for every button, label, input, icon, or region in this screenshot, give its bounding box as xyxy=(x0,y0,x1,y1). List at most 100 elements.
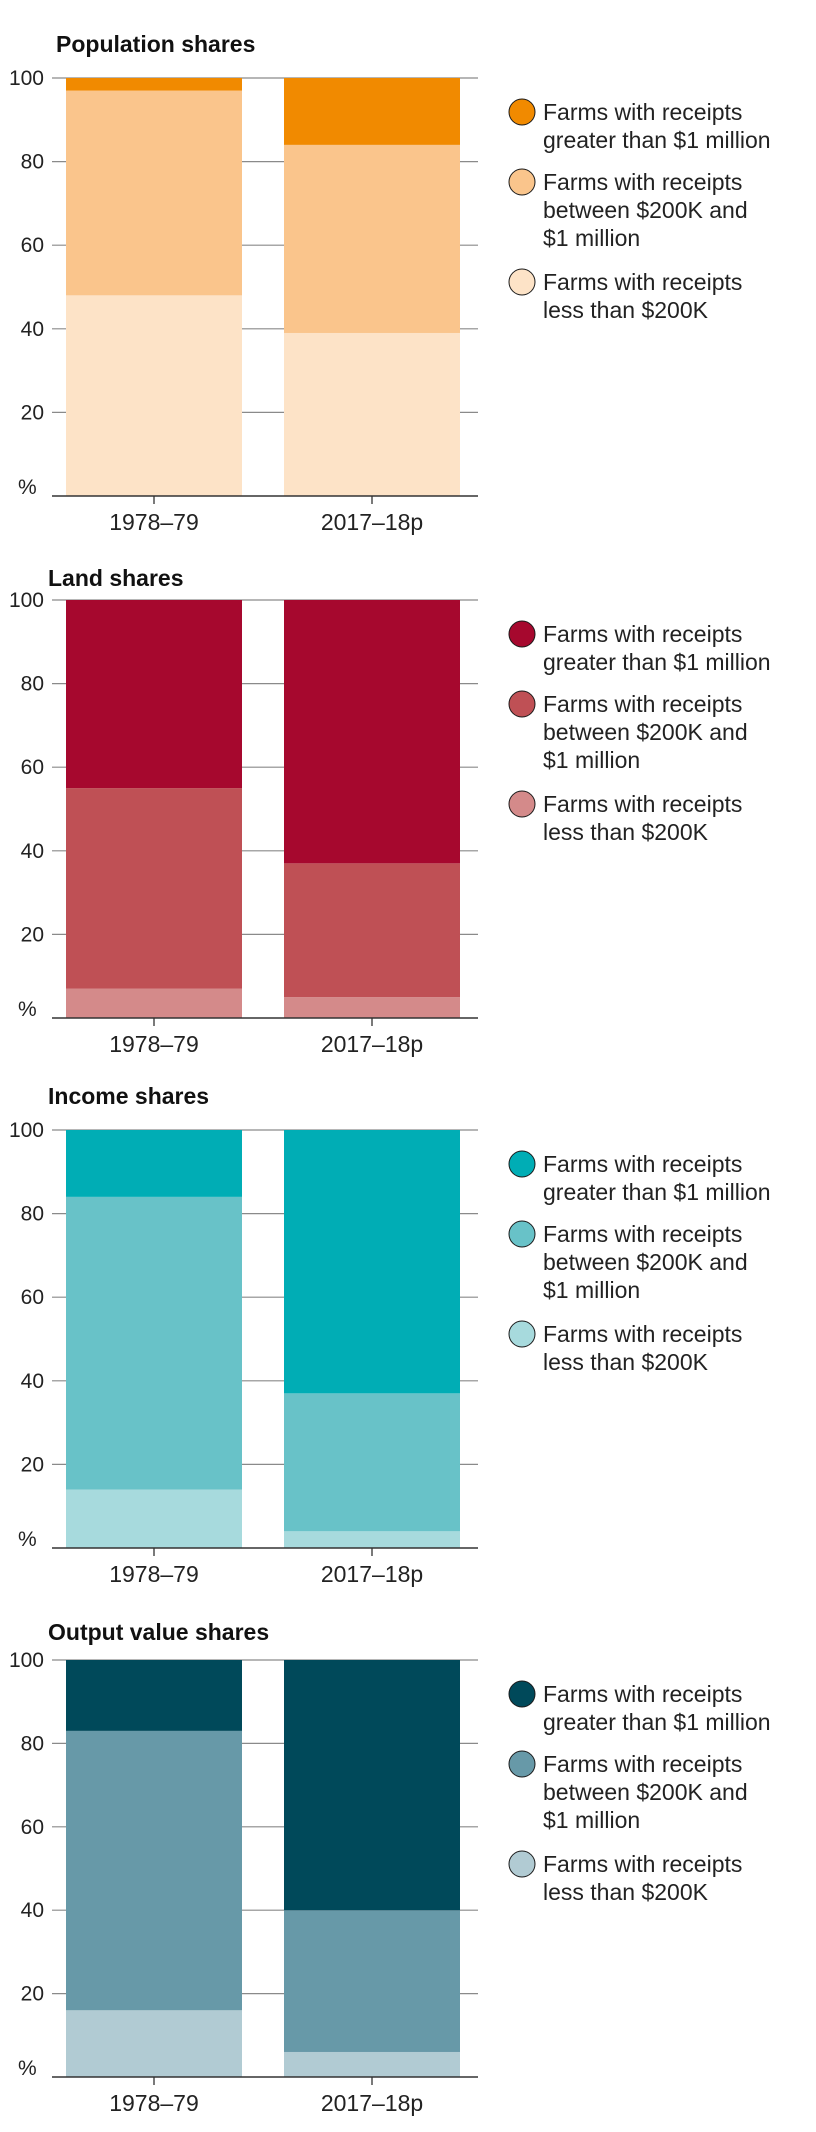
bar-segment[interactable] xyxy=(284,1910,460,2052)
legend-label-line: Farms with receipts xyxy=(543,691,742,717)
legend-swatch xyxy=(508,98,536,126)
legend-label: Farms with receipts less than $200K xyxy=(543,1321,742,1375)
bar-segment[interactable] xyxy=(66,1660,242,1731)
legend-label-line: less than $200K xyxy=(543,819,709,845)
y-tick-label: 40 xyxy=(21,1899,44,1922)
legend-label-line: between $200K and xyxy=(543,197,748,223)
bar-segment[interactable] xyxy=(284,1531,460,1548)
legend-label-line: Farms with receipts xyxy=(543,99,742,125)
bar-segment[interactable] xyxy=(66,1196,242,1490)
y-tick-label: % xyxy=(18,998,37,1021)
legend-label-line: Farms with receipts xyxy=(543,1221,742,1247)
bar-segment[interactable] xyxy=(284,332,460,496)
y-tick-label: % xyxy=(18,476,37,499)
bar-segment[interactable] xyxy=(66,1489,242,1548)
bar-segment[interactable] xyxy=(66,78,242,91)
category-label: 2017–18p xyxy=(321,2090,423,2116)
legend-swatch xyxy=(508,1150,536,1178)
bar-segment[interactable] xyxy=(66,2010,242,2077)
bar-segment[interactable] xyxy=(66,788,242,989)
legend-label-line: greater than $1 million xyxy=(543,1709,771,1735)
legend-label-line: greater than $1 million xyxy=(543,649,771,675)
chart-title: Population shares xyxy=(56,31,255,57)
bar-segment[interactable] xyxy=(66,1130,242,1197)
y-tick-label: % xyxy=(18,2057,37,2080)
legend-label-line: $1 million xyxy=(543,1277,640,1303)
bar-segment[interactable] xyxy=(284,1393,460,1532)
legend-label: Farms with receipts between $200K and $1 m… xyxy=(543,169,748,251)
legend-label: Farms with receipts greater than $1 milli… xyxy=(543,99,771,153)
y-tick-label: 20 xyxy=(21,1453,44,1476)
legend-label-line: Farms with receipts xyxy=(543,791,742,817)
y-tick-label: 100 xyxy=(9,1649,44,1672)
y-tick-label: 80 xyxy=(21,1732,44,1755)
legend-label: Farms with receipts greater than $1 milli… xyxy=(543,1151,771,1205)
y-tick-label: 20 xyxy=(21,1983,44,2006)
bar-segment[interactable] xyxy=(284,78,460,145)
legend-label-line: between $200K and xyxy=(543,1249,748,1275)
y-tick-label: 80 xyxy=(21,151,44,174)
legend-label-line: Farms with receipts xyxy=(543,1151,742,1177)
legend-label-line: Farms with receipts xyxy=(543,269,742,295)
legend-label-line: $1 million xyxy=(543,1807,640,1833)
bar-segment[interactable] xyxy=(284,863,460,998)
category-label: 1978–79 xyxy=(109,2090,199,2116)
chart-title: Land shares xyxy=(48,565,184,591)
y-tick-label: 100 xyxy=(9,1119,44,1142)
chart-panel-4: Output value shares% 20 40 60 80 100 1978–79 20… xyxy=(9,1619,771,2116)
legend-label: Farms with receipts between $200K and $1 m… xyxy=(543,1221,748,1303)
legend-label: Farms with receipts greater than $1 milli… xyxy=(543,1681,771,1735)
legend-swatch xyxy=(508,1320,536,1348)
y-tick-label: 40 xyxy=(21,1370,44,1393)
legend-label: Farms with receipts less than $200K xyxy=(543,269,742,323)
legend-label-line: Farms with receipts xyxy=(543,1851,742,1877)
category-label: 1978–79 xyxy=(109,509,199,535)
category-label: 1978–79 xyxy=(109,1031,199,1057)
bar-segment[interactable] xyxy=(284,1660,460,1911)
legend-label-line: $1 million xyxy=(543,747,640,773)
category-label: 2017–18p xyxy=(321,1561,423,1587)
legend-label-line: between $200K and xyxy=(543,719,748,745)
legend-swatch xyxy=(508,1850,536,1878)
legend-label-line: less than $200K xyxy=(543,297,709,323)
chart-panel-1: Population shares% 20 40 60 80 100 1978–79 2017… xyxy=(9,31,771,535)
legend-label: Farms with receipts less than $200K xyxy=(543,1851,742,1905)
y-tick-label: % xyxy=(18,1528,37,1551)
legend-swatch xyxy=(508,268,536,296)
bar-segment[interactable] xyxy=(284,144,460,333)
legend-label-line: greater than $1 million xyxy=(543,127,771,153)
y-tick-label: 100 xyxy=(9,589,44,612)
bar-segment[interactable] xyxy=(66,600,242,789)
y-tick-label: 40 xyxy=(21,840,44,863)
legend-label-line: Farms with receipts xyxy=(543,1321,742,1347)
chart-panel-2: Land shares% 20 40 60 80 100 1978–79 2017–18p Fa… xyxy=(9,565,771,1057)
legend-swatch xyxy=(508,1220,536,1248)
y-tick-label: 40 xyxy=(21,318,44,341)
y-tick-label: 80 xyxy=(21,673,44,696)
chart-title: Income shares xyxy=(48,1083,209,1109)
y-tick-label: 80 xyxy=(21,1203,44,1226)
bar-segment[interactable] xyxy=(66,90,242,296)
legend-label-line: Farms with receipts xyxy=(543,621,742,647)
legend-label-line: Farms with receipts xyxy=(543,169,742,195)
legend-label-line: Farms with receipts xyxy=(543,1681,742,1707)
bar-segment[interactable] xyxy=(66,295,242,496)
legend-label-line: Farms with receipts xyxy=(543,1751,742,1777)
bar-segment[interactable] xyxy=(284,2051,460,2077)
y-tick-label: 60 xyxy=(21,1816,44,1839)
legend-label: Farms with receipts between $200K and $1 m… xyxy=(543,691,748,773)
bar-segment[interactable] xyxy=(284,997,460,1018)
bar-segment[interactable] xyxy=(66,988,242,1018)
chart-panel-3: Income shares% 20 40 60 80 100 1978–79 2017–18p… xyxy=(9,1083,771,1587)
bar-segment[interactable] xyxy=(284,600,460,864)
y-tick-label: 60 xyxy=(21,1286,44,1309)
bar-segment[interactable] xyxy=(284,1130,460,1394)
y-tick-label: 20 xyxy=(21,923,44,946)
legend-swatch xyxy=(508,690,536,718)
legend-label-line: between $200K and xyxy=(543,1779,748,1805)
bar-segment[interactable] xyxy=(66,1730,242,2011)
chart-title: Output value shares xyxy=(48,1619,269,1645)
legend-swatch xyxy=(508,790,536,818)
y-tick-label: 20 xyxy=(21,401,44,424)
